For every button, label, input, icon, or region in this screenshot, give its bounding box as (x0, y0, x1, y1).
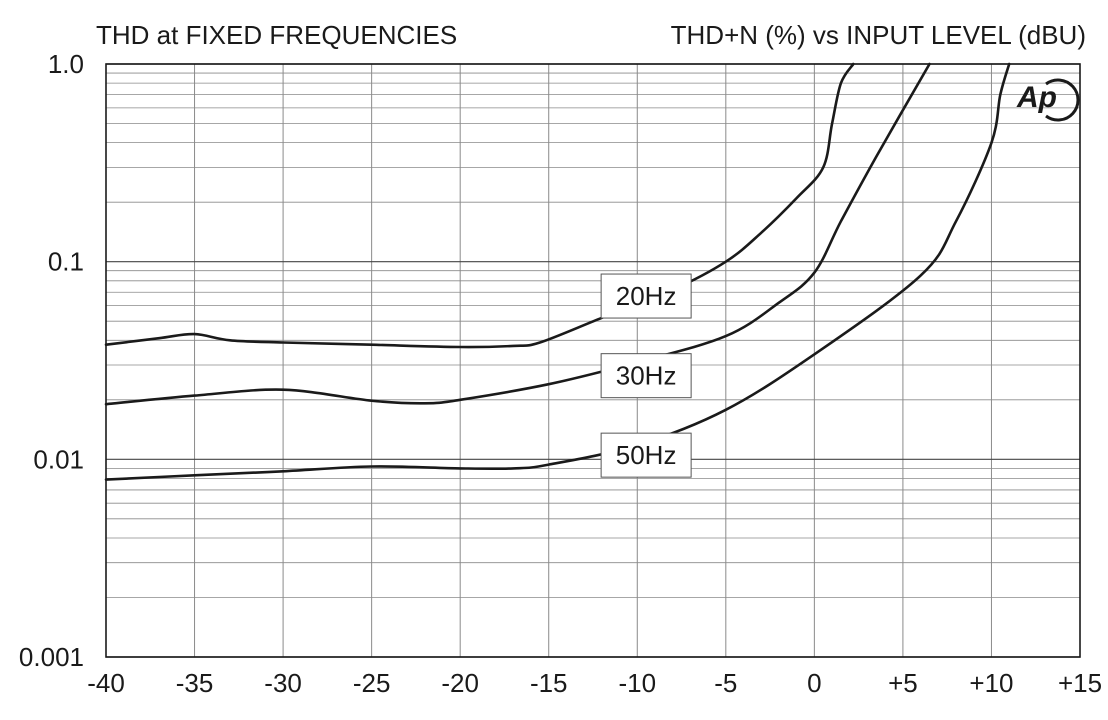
y-tick-labels: 1.0 0.1 0.01 0.001 (19, 49, 84, 672)
y-tick-label: 0.001 (19, 642, 84, 672)
y-tick-label: 0.01 (33, 444, 84, 474)
chart-title: THD at FIXED FREQUENCIES (96, 20, 458, 50)
x-tick-label: -35 (176, 668, 214, 698)
major-gridlines (106, 63, 1080, 658)
x-tick-label: -20 (441, 668, 479, 698)
x-tick-label: -40 (87, 668, 125, 698)
y-tick-label: 1.0 (48, 49, 84, 79)
x-tick-label: -10 (618, 668, 656, 698)
curve-label-50hz: 50Hz (616, 440, 677, 470)
curve-label-20hz: 20Hz (616, 281, 677, 311)
x-tick-labels: -40 -35 -30 -25 -20 -15 -10 -5 0 +5 +10 +15 (87, 668, 1102, 698)
x-tick-label: 0 (807, 668, 821, 698)
curve-label-box (600, 432, 692, 478)
curve-20hz (104, 62, 855, 349)
x-tick-label: +10 (969, 668, 1013, 698)
x-tick-label: -15 (530, 668, 568, 698)
ap-logo-icon: Ap (1016, 78, 1080, 122)
curves (104, 62, 1011, 481)
plot-frame (105, 63, 1081, 658)
curve-30hz (104, 62, 931, 406)
curve-labels: 20Hz 30Hz 50Hz (600, 273, 692, 478)
x-tick-label: -5 (714, 668, 737, 698)
x-tick-label: -25 (353, 668, 391, 698)
curve-label-box (600, 273, 692, 319)
curve-50hz (104, 62, 1011, 481)
curve-label-30hz: 30Hz (616, 361, 677, 391)
curve-label-box (600, 353, 692, 399)
minor-gridlines (105, 64, 1081, 657)
svg-text:Ap: Ap (1016, 81, 1057, 114)
x-tick-label: +5 (888, 668, 918, 698)
x-tick-label: -30 (264, 668, 302, 698)
y-tick-label: 0.1 (48, 247, 84, 277)
x-tick-label: +15 (1058, 668, 1102, 698)
chart-subtitle: THD+N (%) vs INPUT LEVEL (dBU) (670, 20, 1086, 50)
